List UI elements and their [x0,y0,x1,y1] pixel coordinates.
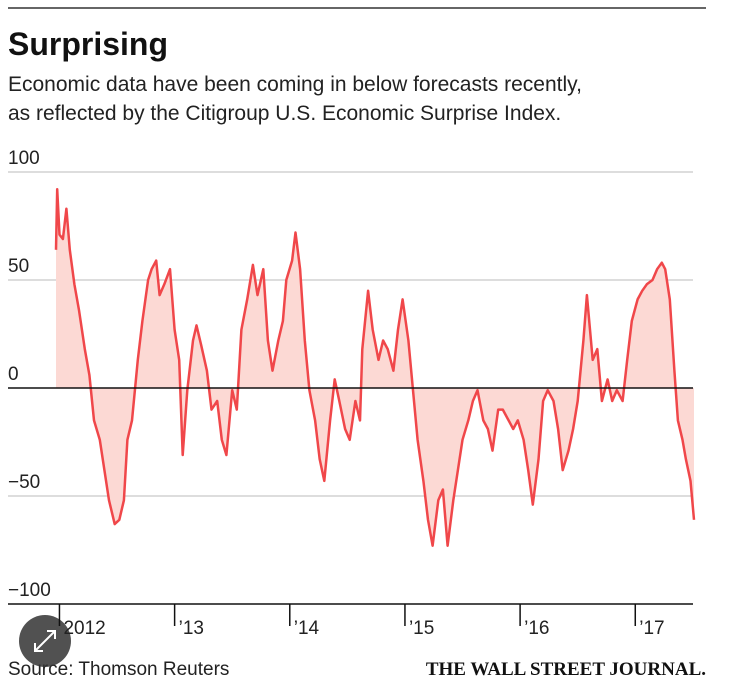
chart-title: Surprising [8,26,168,62]
expand-icon[interactable] [34,630,56,652]
x-tick-label: ’13 [179,618,204,639]
source: Source: Thomson Reuters [8,659,229,680]
x-tick-label: 2012 [63,618,105,639]
y-tick-label: 50 [8,256,29,277]
x-tick-label: ’14 [294,618,320,639]
x-tick-label: ’15 [409,618,434,639]
y-tick-label: 100 [8,148,40,169]
x-tick-label: ’16 [524,618,549,639]
y-tick-label: −100 [8,580,51,601]
subtitle: Economic data have been coming in below … [8,73,582,96]
area [56,189,694,546]
x-tick-label: ’17 [639,618,664,639]
expand-button[interactable] [19,615,71,667]
line [54,188,696,547]
y-tick-label: −50 [8,472,40,493]
subtitle: as reflected by the Citigroup U.S. Econo… [8,102,561,125]
credit: THE WALL STREET JOURNAL. [426,659,706,680]
y-tick-label: 0 [8,364,19,385]
